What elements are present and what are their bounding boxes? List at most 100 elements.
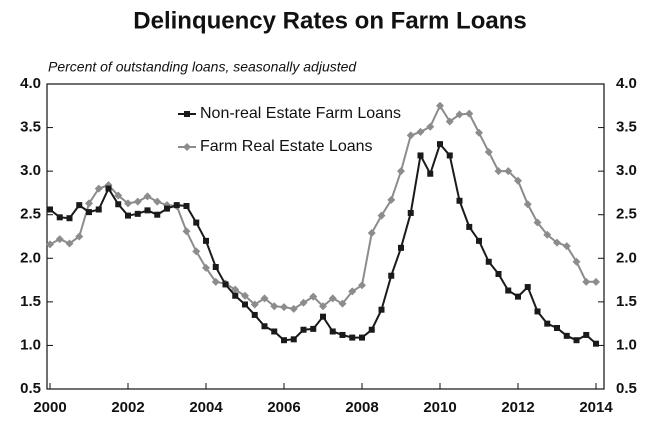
y2-tick-label: 0.5	[616, 380, 637, 397]
x-tick-label: 2012	[501, 399, 534, 416]
data-point	[583, 331, 590, 338]
data-point	[367, 229, 376, 238]
data-point	[378, 306, 385, 313]
data-point	[251, 311, 258, 318]
data-point	[76, 202, 83, 209]
data-point	[280, 303, 288, 312]
legend-label: Farm Real Estate Loans	[200, 138, 373, 155]
data-point	[406, 131, 415, 140]
data-point	[582, 277, 591, 286]
data-point	[86, 209, 92, 216]
x-tick-label: 2010	[423, 399, 456, 416]
data-point	[329, 328, 336, 335]
data-point	[192, 247, 201, 256]
data-point	[417, 152, 424, 159]
data-point	[183, 203, 190, 209]
data-point	[309, 292, 318, 301]
data-point	[143, 192, 152, 201]
data-point	[319, 302, 327, 311]
data-point	[65, 239, 74, 248]
data-point	[338, 299, 347, 308]
data-point	[154, 211, 161, 218]
x-tick-label: 2002	[111, 399, 144, 416]
data-point	[328, 294, 337, 303]
data-point	[455, 110, 464, 119]
data-point	[125, 212, 131, 219]
y-tick-label: 3.0	[20, 162, 41, 179]
data-point	[85, 199, 93, 208]
data-point	[95, 206, 102, 213]
data-point	[562, 242, 571, 251]
data-point	[573, 337, 580, 344]
data-point	[289, 304, 298, 313]
data-point	[475, 128, 483, 137]
data-point	[55, 235, 64, 244]
data-point	[182, 227, 191, 236]
data-point	[75, 232, 84, 241]
data-point	[222, 281, 229, 288]
data-point	[271, 328, 278, 335]
data-point	[437, 141, 443, 148]
data-point	[153, 197, 162, 206]
y-tick-label: 3.5	[20, 119, 41, 136]
data-point	[349, 334, 356, 341]
data-point	[281, 337, 287, 344]
data-point	[466, 223, 473, 230]
data-point	[398, 244, 404, 251]
data-point	[250, 300, 259, 309]
y2-tick-label: 3.5	[616, 119, 637, 136]
y2-tick-label: 2.5	[616, 206, 637, 223]
data-point	[46, 240, 54, 249]
data-point	[270, 302, 279, 311]
data-point	[241, 291, 249, 300]
data-point	[505, 287, 512, 294]
data-point	[211, 277, 220, 286]
data-point	[416, 127, 425, 136]
x-tick-label: 2008	[345, 399, 378, 416]
data-point	[202, 263, 210, 272]
x-tick-label: 2004	[189, 399, 223, 416]
data-point	[348, 287, 357, 296]
y-tick-label: 2.5	[20, 206, 41, 223]
data-point	[300, 326, 307, 333]
data-point	[134, 210, 141, 217]
legend-marker	[184, 111, 190, 117]
y2-tick-label: 2.0	[616, 249, 637, 266]
data-point	[133, 197, 142, 206]
chart-title: Delinquency Rates on Farm Loans	[133, 7, 526, 34]
y2-tick-label: 1.5	[616, 293, 637, 310]
y-tick-label: 2.0	[20, 249, 41, 266]
data-point	[358, 281, 366, 290]
data-point	[533, 218, 542, 227]
data-point	[484, 147, 493, 156]
data-point	[56, 214, 63, 221]
data-point	[94, 184, 103, 193]
plot-frame	[46, 83, 605, 390]
data-point	[260, 294, 269, 303]
data-point	[377, 211, 386, 220]
chart-subtitle: Percent of outstanding loans, seasonally…	[48, 59, 357, 75]
data-point	[523, 200, 532, 209]
data-point	[339, 331, 346, 338]
data-point	[436, 101, 444, 110]
y2-tick-label: 1.0	[616, 336, 637, 353]
data-point	[544, 320, 551, 327]
data-point	[124, 199, 132, 208]
data-point	[310, 325, 317, 332]
data-point	[144, 207, 151, 214]
data-point	[173, 202, 180, 209]
data-point	[242, 301, 248, 308]
data-point	[66, 215, 73, 222]
data-point	[494, 167, 503, 176]
data-point	[427, 170, 434, 177]
data-point	[261, 323, 268, 330]
data-point	[320, 313, 326, 320]
y-tick-label: 4.0	[20, 75, 41, 92]
y-tick-label: 1.0	[20, 336, 41, 353]
data-point	[426, 122, 435, 131]
y-tick-label: 0.5	[20, 380, 41, 397]
y-tick-label: 1.5	[20, 293, 41, 310]
data-point	[445, 117, 454, 126]
data-point	[476, 237, 482, 244]
